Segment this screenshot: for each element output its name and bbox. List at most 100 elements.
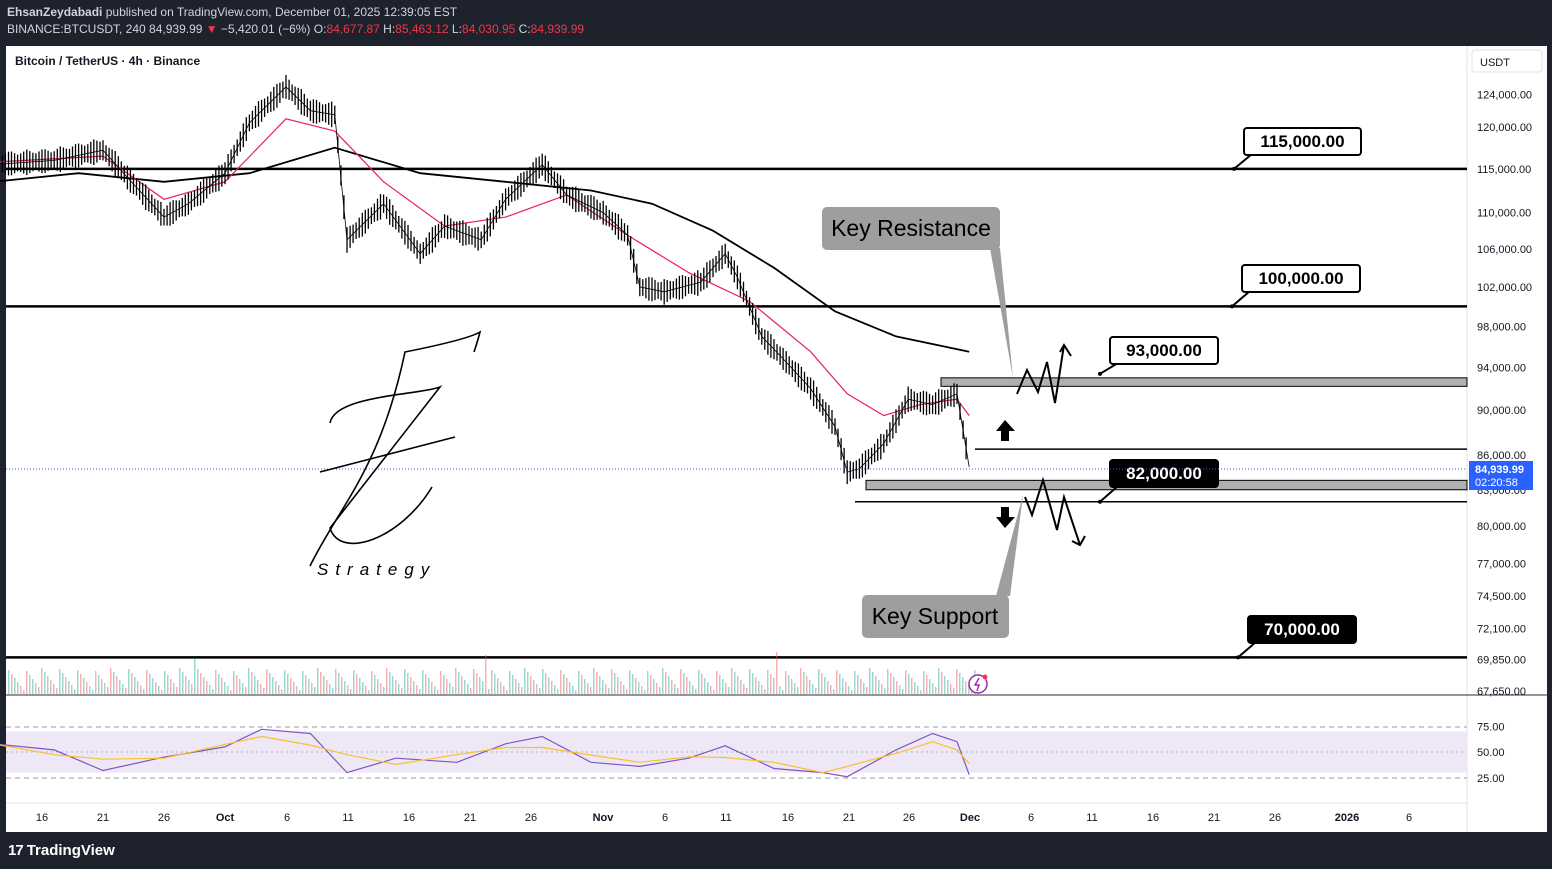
volume-bar	[20, 686, 22, 694]
volume-bar	[212, 689, 214, 694]
tradingview-logo[interactable]: 17 TradingView	[8, 842, 115, 859]
volume-bar	[803, 672, 805, 694]
volume-bar	[128, 669, 130, 694]
volume-bar	[863, 683, 865, 694]
time-tick-label: 16	[403, 812, 415, 824]
volume-bar	[26, 671, 28, 694]
key-support-callout[interactable]: Key Support	[862, 495, 1023, 638]
volume-bar	[707, 682, 709, 694]
time-tick-label: 16	[36, 812, 48, 824]
volume-bar	[578, 671, 580, 694]
volume-bar	[200, 673, 202, 694]
volume-bar	[695, 689, 697, 694]
volume-bar	[149, 674, 151, 694]
volume-bar	[680, 669, 682, 694]
volume-bar	[794, 683, 796, 694]
volume-bar	[110, 668, 112, 694]
volume-bar	[233, 671, 235, 694]
volume-bar	[557, 689, 559, 694]
volume-bar	[491, 670, 493, 694]
volume-bar	[641, 686, 643, 694]
volume-bar	[959, 673, 961, 694]
volume-bar	[281, 689, 283, 694]
level-label-anchor	[1236, 655, 1240, 660]
volume-bar	[347, 685, 349, 694]
time-tick-label: Nov	[593, 812, 615, 824]
volume-bar	[389, 672, 391, 694]
volume-bar	[524, 668, 526, 694]
volume-bar	[842, 678, 844, 694]
volume-bar	[893, 677, 895, 694]
currency-button[interactable]	[1471, 49, 1543, 73]
author-name[interactable]: EhsanZeydabadi	[7, 5, 103, 19]
volume-bar	[701, 674, 703, 694]
volume-bar	[164, 671, 166, 694]
volume-bar	[929, 679, 931, 694]
volume-bar	[83, 678, 85, 694]
resistance-zone	[940, 377, 1468, 387]
key-resistance-callout[interactable]: Key Resistance	[822, 207, 1013, 378]
level-label-pointer	[1231, 290, 1251, 308]
time-tick-label: 11	[1086, 812, 1097, 824]
volume-bar	[866, 687, 868, 694]
volume-bar	[74, 689, 76, 694]
volume-bar	[440, 671, 442, 694]
volume-bar	[968, 685, 970, 694]
volume-bar	[308, 679, 310, 694]
volume-bar	[899, 685, 901, 694]
volume-bar	[905, 670, 907, 694]
volume-bar	[530, 676, 532, 694]
volume-bar	[326, 680, 328, 694]
price-tick-label: 80,000.00	[1477, 521, 1526, 533]
lightning-icon[interactable]	[968, 674, 988, 694]
time-axis[interactable]: 16 21 26 Oct 6 11 16 21 26 Nov 6 11 16 21 26 Dec 6 11 16 21…	[36, 812, 1412, 824]
volume-bar	[467, 684, 469, 694]
price-axis[interactable]: 124,000.00 120,000.00 115,000.00 110,000.00…	[1477, 90, 1532, 698]
volume-bar	[671, 680, 673, 694]
volume-bar	[647, 671, 649, 694]
volume-bar	[908, 674, 910, 694]
volume-bar	[848, 686, 850, 694]
volume-bar	[317, 668, 319, 694]
volume-bar	[500, 682, 502, 694]
volume-bar	[506, 690, 508, 694]
time-tick-label: 16	[1147, 812, 1159, 824]
volume-bar	[404, 669, 406, 694]
volume-bar	[857, 675, 859, 694]
projection-up-path	[1016, 344, 1065, 404]
rsi-axis[interactable]: 75.00 50.00 25.00	[1477, 721, 1505, 785]
volume-bar	[665, 672, 667, 694]
strategy-logo: Strategy	[309, 330, 482, 579]
countdown-label: 02:20:58	[1475, 477, 1518, 489]
volume-bar	[275, 681, 277, 694]
chart-panel[interactable]	[6, 46, 1547, 832]
volume-bar	[611, 669, 613, 694]
volume-bar	[107, 687, 109, 694]
open-label: O:	[313, 22, 327, 36]
volume-bar	[566, 678, 568, 694]
volume-bar	[182, 672, 184, 694]
volume-bar	[11, 674, 13, 694]
volume-bar	[386, 668, 388, 694]
volume-bar	[266, 669, 268, 694]
volume-bar	[596, 672, 598, 694]
volume-bar	[503, 686, 505, 694]
volume-bar	[242, 683, 244, 694]
volume-bar	[779, 686, 781, 694]
volume-bar	[542, 669, 544, 694]
time-tick-label: 26	[1269, 812, 1281, 824]
down-arrow-icon: ▼	[205, 22, 218, 36]
volume-bar	[365, 686, 367, 694]
volume-bar	[824, 677, 826, 694]
volume-bar	[215, 670, 217, 694]
volume-bar	[254, 676, 256, 694]
volume-bar	[131, 673, 133, 694]
volume-bar	[776, 652, 778, 694]
volume-bar	[563, 674, 565, 694]
chart-title: Bitcoin / TetherUS · 4h · Binance	[15, 54, 200, 68]
volume-bar	[971, 689, 973, 694]
level-label-pointer	[1099, 485, 1119, 503]
volume-bar	[821, 673, 823, 694]
volume-bar	[734, 672, 736, 694]
